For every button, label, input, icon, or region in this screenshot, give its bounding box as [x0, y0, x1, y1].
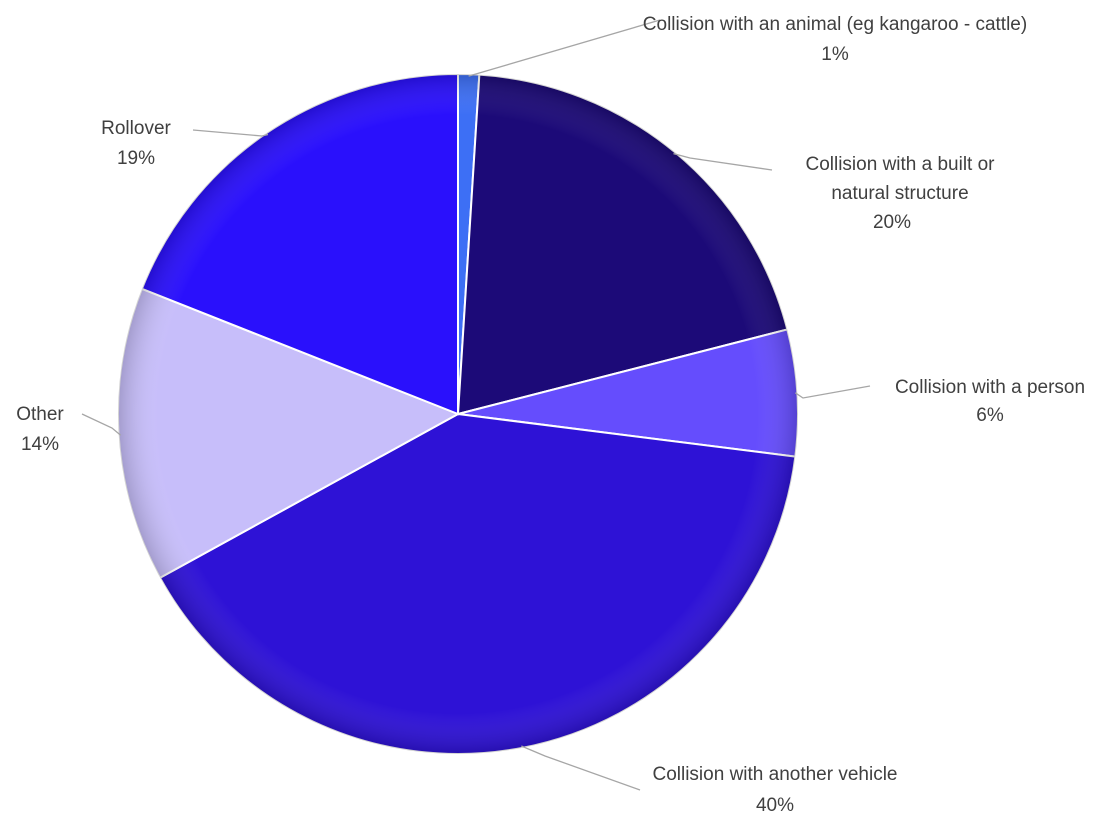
pie-slices [117, 72, 800, 755]
slice-category-label: Other [16, 404, 64, 425]
slice-value-label: 1% [821, 44, 849, 65]
leader-line [673, 152, 773, 171]
slice-category-label: Collision with a person [895, 377, 1085, 398]
slice-category-label: natural structure [831, 183, 968, 204]
slice-value-label: 19% [117, 148, 155, 169]
leader-lines [81, 19, 871, 791]
leader-line [521, 745, 641, 791]
slice-category-label: Collision with another vehicle [652, 764, 897, 785]
slice-value-label: 40% [756, 795, 794, 813]
slice-value-label: 6% [976, 405, 1004, 426]
leader-line [192, 129, 269, 137]
slice-category-label: Rollover [101, 118, 171, 139]
leader-line [794, 385, 871, 399]
leader-line [468, 19, 661, 77]
leader-line [81, 413, 122, 436]
slice-category-label: Collision with a built or [805, 154, 995, 175]
slice-category-label: Collision with an animal (eg kangaroo - … [643, 14, 1027, 35]
slice-labels: Collision with an animal (eg kangaroo - … [16, 14, 1085, 813]
slice-value-label: 20% [873, 212, 911, 233]
slice-value-label: 14% [21, 434, 59, 455]
